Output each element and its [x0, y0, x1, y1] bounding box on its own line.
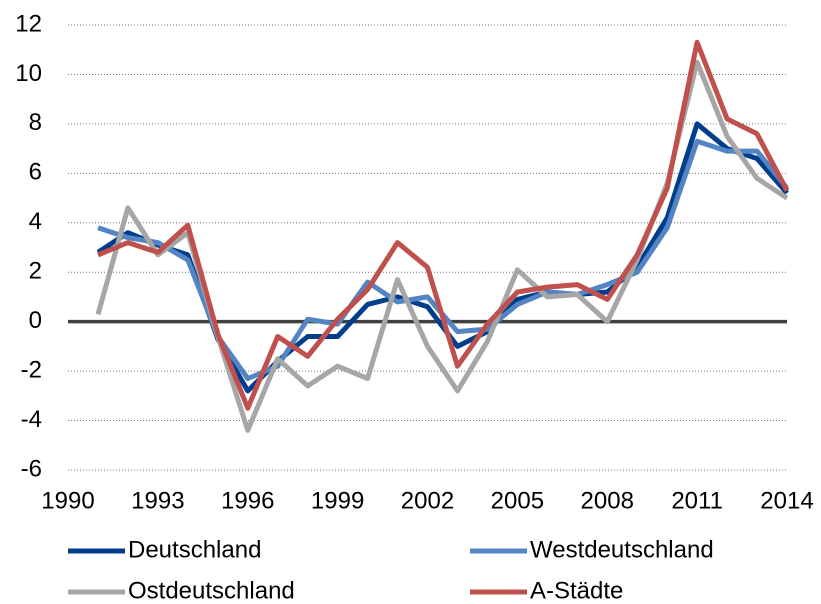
x-tick-label: 1993 — [131, 487, 184, 514]
y-tick-label: 0 — [29, 307, 42, 334]
y-tick-label: 12 — [15, 10, 42, 37]
legend-label: Deutschland — [128, 536, 261, 563]
legend-label: Westdeutschland — [530, 536, 714, 563]
series-line — [96, 121, 789, 394]
y-tick-label: 10 — [15, 60, 42, 87]
y-tick-label: 4 — [29, 208, 42, 235]
legend-label: A-Städte — [530, 577, 623, 604]
x-tick-label: 2002 — [401, 487, 454, 514]
y-tick-label: -2 — [21, 356, 42, 383]
legend-label: Ostdeutschland — [128, 577, 295, 604]
y-tick-label: 8 — [29, 109, 42, 136]
x-tick-label: 2011 — [671, 487, 723, 514]
x-tick-label: 1999 — [311, 487, 364, 514]
x-tick-label: 2005 — [491, 487, 544, 514]
y-tick-label: 2 — [29, 258, 42, 285]
x-tick-label: 2014 — [760, 487, 813, 514]
y-tick-label: 6 — [29, 159, 42, 186]
x-tick-label: 1996 — [221, 487, 274, 514]
x-tick-label: 1990 — [41, 487, 94, 514]
y-tick-label: -6 — [21, 455, 42, 482]
x-tick-label: 2008 — [581, 487, 634, 514]
series-line — [97, 39, 790, 411]
series-line — [97, 138, 789, 381]
y-tick-label: -4 — [21, 406, 42, 433]
